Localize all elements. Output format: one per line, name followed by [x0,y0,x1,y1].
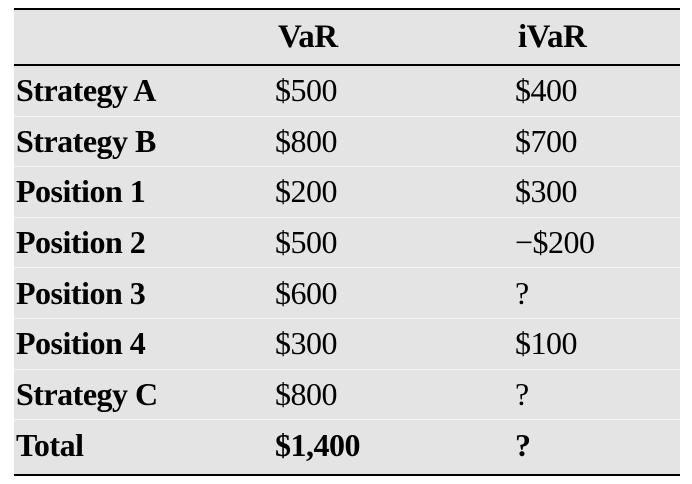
row-label: Position 1 [16,173,146,210]
table-row: Strategy B $800 $700 [14,117,680,168]
total-var-value: $1,400 [275,426,361,463]
row-label: Position 4 [16,325,146,362]
table-row: Position 4 $300 $100 [14,319,680,370]
var-value: $600 [275,274,338,311]
var-value: $500 [275,224,338,261]
ivar-value: $400 [515,72,578,109]
ivar-value: −$200 [515,224,595,261]
ivar-value: ? [515,274,529,311]
var-table: VaR iVaR Strategy A $500 $400 Strategy B… [14,8,680,476]
table-row: Position 3 $600 ? [14,268,680,319]
total-label: Total [16,426,84,463]
var-value: $300 [275,325,338,362]
ivar-value: ? [515,375,529,412]
ivar-value: $700 [515,122,578,159]
table-header-row: VaR iVaR [14,10,680,66]
var-value: $500 [275,72,338,109]
table-row: Position 1 $200 $300 [14,167,680,218]
total-ivar-value: ? [515,426,531,463]
table-row: Strategy A $500 $400 [14,66,680,117]
ivar-value: $100 [515,325,578,362]
var-value: $800 [275,375,338,412]
row-label: Position 3 [16,274,146,311]
header-cell-ivar: iVaR [518,18,587,55]
header-cell-var: VaR [278,18,338,55]
ivar-value: $300 [515,173,578,210]
table-total-row: Total $1,400 ? [14,420,680,471]
var-value: $800 [275,122,338,159]
table-row: Position 2 $500 −$200 [14,218,680,269]
row-label: Strategy A [16,72,156,109]
table-row: Strategy C $800 ? [14,370,680,421]
row-label: Strategy C [16,375,158,412]
row-label: Strategy B [16,122,156,159]
var-value: $200 [275,173,338,210]
row-label: Position 2 [16,224,146,261]
